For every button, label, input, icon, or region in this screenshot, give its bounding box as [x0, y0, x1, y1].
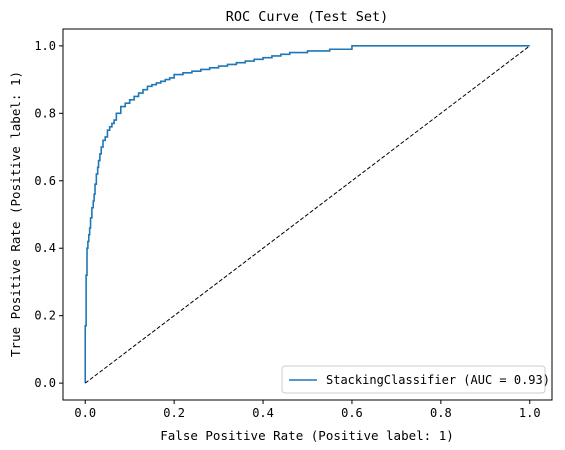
x-axis-label: False Positive Rate (Positive label: 1) — [160, 428, 454, 443]
chart-title: ROC Curve (Test Set) — [226, 9, 389, 25]
y-tick-label: 0.4 — [34, 241, 56, 255]
x-tick-label: 0.2 — [163, 406, 185, 420]
x-tick-label: 0.6 — [341, 406, 363, 420]
y-tick-label: 0.8 — [34, 106, 56, 120]
x-tick-label: 0.8 — [430, 406, 452, 420]
series-layer — [84, 45, 531, 384]
plot-area-frame — [62, 28, 553, 401]
x-tick-label: 0.0 — [74, 406, 96, 420]
x-tick-label: 0.4 — [252, 406, 274, 420]
x-tick-label: 1.0 — [519, 406, 541, 420]
chance-diagonal-line — [84, 45, 531, 384]
y-tick-label: 0.6 — [34, 174, 56, 188]
legend-box — [281, 365, 546, 394]
legend: StackingClassifier (AUC = 0.93) — [281, 365, 550, 394]
y-axis-ticks: 0.0 0.2 0.4 0.6 0.8 1.0 — [34, 39, 63, 390]
y-tick-label: 1.0 — [34, 39, 56, 53]
y-tick-label: 0.0 — [34, 376, 56, 390]
y-tick-label: 0.2 — [34, 309, 56, 323]
legend-label: StackingClassifier (AUC = 0.93) — [326, 373, 550, 387]
roc-curve-line — [84, 45, 530, 384]
y-axis-label: True Positive Rate (Positive label: 1) — [8, 71, 23, 357]
x-axis-ticks: 0.0 0.2 0.4 0.6 0.8 1.0 — [74, 400, 541, 420]
